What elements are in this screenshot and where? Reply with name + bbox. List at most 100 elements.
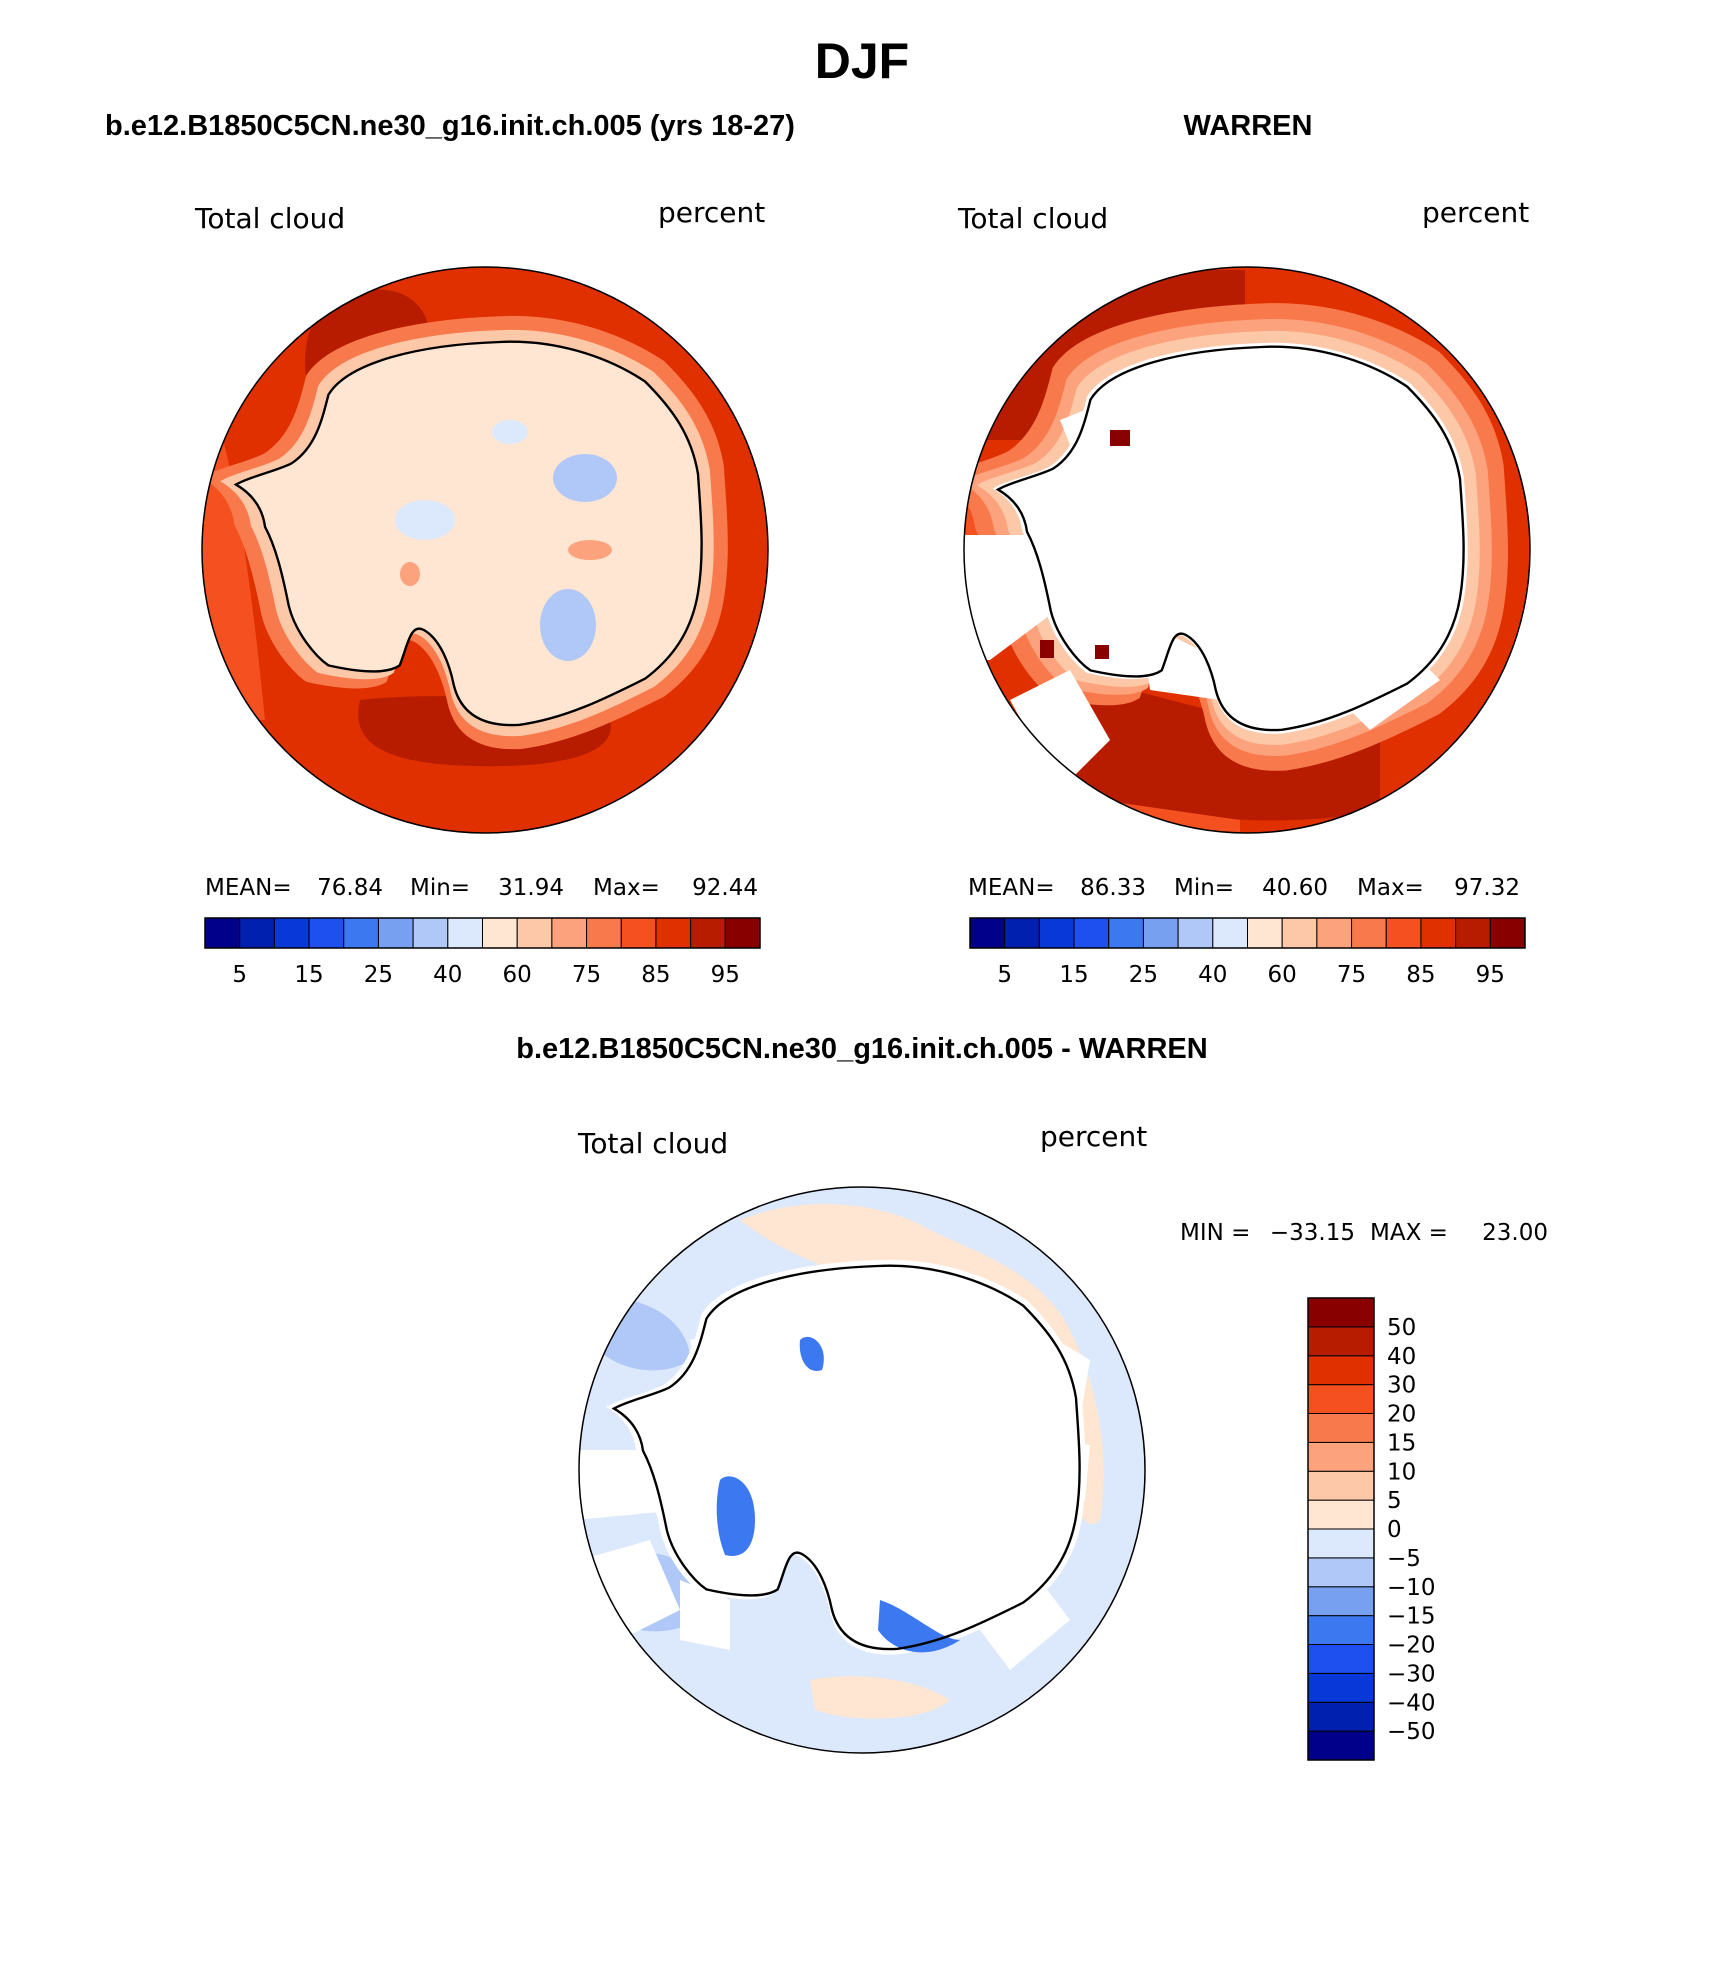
colorbar-tick-label: 0 [1387,1517,1402,1543]
panel-model-title: b.e12.B1850C5CN.ne30_g16.init.ch.005 (yr… [105,110,795,142]
colorbar-swatch [1142,917,1179,949]
colorbar-tick-label: 75 [1337,962,1366,988]
colorbar-swatch [1351,917,1387,949]
stat-max-label: Max= [1357,875,1424,901]
obs-max-spot-1 [1110,430,1130,446]
colorbar-swatch [1307,1730,1375,1761]
colorbar-swatch [1177,917,1214,949]
model-interior-low-1 [553,454,617,502]
panel-diff-title: b.e12.B1850C5CN.ne30_g16.init.ch.005 - W… [516,1033,1207,1065]
colorbar-swatch [1247,917,1283,949]
stats-model: MEAN= 76.84 Min= 31.94 Max= 92.44 [205,875,758,901]
colorbar-tick-label: −10 [1387,1575,1436,1601]
stat-min-label: Min= [410,875,470,901]
model-interior-low-2 [395,500,455,540]
colorbar-swatch [412,917,449,949]
colorbar-swatch [1316,917,1353,949]
stat-min-value: 31.94 [498,875,564,901]
obs-missing-blocks [964,370,1460,790]
colorbar-swatch [516,917,553,949]
obs-max-spot-3 [1095,645,1109,659]
colorbar-swatch [1307,1470,1375,1501]
colorbar-swatch [1212,917,1248,949]
colorbar-frame [969,917,1526,949]
obs-max-spot-2 [1040,640,1054,658]
colorbar-swatch [1489,917,1526,949]
colorbar-obs: 5 15 25 40 60 75 85 95 [969,917,1526,988]
colorbar-swatch [1038,917,1075,949]
figure-title: DJF [815,33,909,89]
diff-min-value: −33.15 [1270,1220,1355,1246]
stat-min-label: Min= [1174,875,1234,901]
colorbar-swatch [969,917,1006,949]
colorbar-swatch [1073,917,1110,949]
colorbar-swatch [1307,1499,1375,1530]
stat-mean-value: 76.84 [317,875,383,901]
diff-strong-negative-3 [799,1336,824,1371]
colorbar-tick-label: 5 [232,962,247,988]
model-interior-high-2 [400,562,420,586]
colorbar-tick-label: 30 [1387,1373,1416,1399]
colorbar-swatch [620,917,657,949]
diff-positive-south [810,1676,950,1719]
diff-positive-north [740,1203,1104,1524]
diff-max-label: MAX = [1370,1220,1448,1246]
colorbar-swatch [1307,1413,1375,1443]
colorbar-tick-label: −50 [1387,1719,1436,1745]
colorbar-tick-label: 60 [1268,962,1297,988]
colorbar-swatch [690,917,726,949]
colorbar-swatch [1307,1701,1375,1732]
panel-diff-field-label: Total cloud [577,1127,728,1160]
panel-diff: b.e12.B1850C5CN.ne30_g16.init.ch.005 - W… [516,1033,1548,1761]
colorbar-tick-label: 25 [364,962,393,988]
colorbar-swatch [724,917,761,949]
colorbar-tick-label: 85 [1406,962,1435,988]
colorbar-tick-label: 40 [433,962,462,988]
diff-min-label: MIN = [1180,1220,1250,1246]
colorbar-tick-label: 10 [1387,1459,1416,1485]
panel-obs: WARREN Total cloud percent [957,110,1531,988]
colorbar-tick-label: 50 [1387,1315,1416,1341]
colorbar-swatch [1307,1355,1375,1386]
colorbar-swatch [1307,1644,1375,1674]
diff-strong-negative-1 [716,1476,755,1556]
colorbar-tick-label: 20 [1387,1402,1416,1428]
model-interior-high-1 [568,540,612,560]
colorbar-swatch [1307,1528,1375,1559]
colorbar-tick-label: 5 [997,962,1012,988]
model-interior-low-3 [540,589,596,661]
colorbar-swatch [239,917,275,949]
stat-max-value: 92.44 [692,875,758,901]
colorbar-tick-label: −30 [1387,1661,1436,1687]
colorbar-swatch [204,917,241,949]
colorbar-swatch [1455,917,1491,949]
colorbar-swatch [1281,917,1318,949]
colorbar-tick-label: −40 [1387,1690,1436,1716]
colorbar-swatch [1108,917,1144,949]
stat-max-value: 97.32 [1454,875,1520,901]
colorbar-swatch [1004,917,1040,949]
panel-obs-field-label: Total cloud [957,202,1108,235]
colorbar-tick-label: 15 [294,962,323,988]
colorbar-swatch [1307,1586,1375,1617]
colorbar-swatch [655,917,692,949]
model-interior-low-4 [492,420,528,444]
colorbar-tick-label: 40 [1387,1344,1416,1370]
map-diff-border [578,1186,1146,1754]
colorbar-swatch [1307,1557,1375,1588]
colorbar-tick-label: 40 [1198,962,1227,988]
colorbar-swatch [343,917,379,949]
colorbar-frame [204,917,761,949]
colorbar-swatch [447,917,483,949]
colorbar-swatch [1385,917,1422,949]
colorbar-tick-label: 5 [1387,1488,1402,1514]
colorbar-swatch [1307,1615,1375,1645]
minmax-diff: MIN = −33.15 MAX = 23.00 [1180,1220,1548,1246]
map-obs-border [963,266,1531,834]
stat-mean-label: MEAN= [968,875,1055,901]
stat-mean-label: MEAN= [205,875,292,901]
colorbar-tick-label: 95 [1476,962,1505,988]
colorbar-swatch [1307,1441,1375,1472]
